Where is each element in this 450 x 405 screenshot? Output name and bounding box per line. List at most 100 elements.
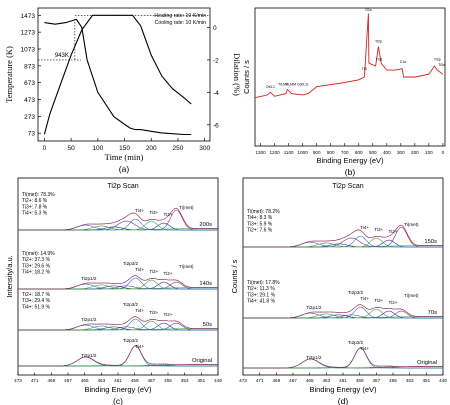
panel-c-label: (c) <box>113 396 123 405</box>
panel-c-spectrum-0-component-1 <box>18 222 218 231</box>
panel-b-label: (b) <box>345 167 356 177</box>
panel-d-spectrum-1-composition-0: Ti(met): 17.8% <box>247 280 280 286</box>
panel-a-ytick-label-left: 1273 <box>21 30 36 37</box>
panel-c-spectrum-3-peak-label-2: Ti4+ <box>135 344 144 349</box>
panel-d-spectrum-0-peak-label-3: Ti(met) <box>404 222 419 227</box>
panel-d-xtick-label: 465 <box>306 378 314 383</box>
panel-c-spectrum-2-composition-1: Ti3+: 29.4 % <box>22 298 51 304</box>
panel-a-ylabel-left: Temperature (K) <box>4 46 14 103</box>
panel-d-xtick-label: 469 <box>272 378 280 383</box>
panel-c-spectrum-2-peak-label-3: Ti3+ <box>149 310 158 315</box>
panel-a-ytick-label-left: 1073 <box>21 46 36 53</box>
panel-d-spectrum-0-composition-3: Ti2+: 7.6 % <box>247 228 273 234</box>
panel-d-title: Ti2p Scan <box>332 183 363 190</box>
panel-d-spectrum-2-component-3 <box>243 347 443 369</box>
panel-a-ytick-label-right: -6 <box>213 122 219 129</box>
panel-d-spectrum-1-label: 70s <box>428 310 437 316</box>
panel-c-spectrum-1-peak-label-5: Ti(met) <box>179 264 194 269</box>
panel-a-ytick-label-left: 673 <box>24 80 35 87</box>
panel-c-spectrum-3-label: Original <box>192 358 212 364</box>
panel-c-spectrum-2-envelope <box>18 316 219 331</box>
panel-c-spectrum-1-label: 140s <box>199 281 212 287</box>
panel-d-xtick-label: 459 <box>356 378 364 383</box>
panel-c-spectrum-2-composition-0: Ti2+: 18.7 % <box>22 292 51 298</box>
panel-c-spectrum-2-peak-label-2: Ti4+ <box>135 308 144 313</box>
panel-b-peak-label: C1s <box>400 60 407 64</box>
panel-c-spectrum-2-label: 50s <box>203 322 212 328</box>
panel-c-spectrum-1-composition-1: Ti2+: 37.3 % <box>22 257 51 263</box>
panel-a-xtick-label: 250 <box>173 145 184 152</box>
panel-b-xtick-label: 100 <box>425 150 433 155</box>
panel-d-spectrum-0-label: 150s <box>424 239 437 245</box>
panel-d-spectrum-1-peak-label-3: Ti3+ <box>374 298 383 303</box>
panel-d-spectrum-2-peak-label-0: Ti2p1/2 <box>306 355 322 360</box>
panel-b-xlabel: Binding Energy (eV) <box>316 156 384 165</box>
panel-c-spectrum-0-composition-3: Ti4+: 5.3 % <box>22 211 48 217</box>
panel-d-xtick-label: 463 <box>322 378 330 383</box>
panel-b-peak-label: TiLMM <box>285 82 296 86</box>
panel-d-spectrum-1-envelope <box>243 304 444 319</box>
panel-d-spectrum-2-peak-label-1: Ti2p3/2 <box>348 340 364 345</box>
panel-b-peak-label: OKL1 <box>266 85 275 89</box>
panel-a-frame <box>37 7 211 142</box>
panel-d-spectrum-1-peak-label-1: Ti2p3/2 <box>348 290 364 295</box>
panel-d-xlabel: Binding Energy (eV) <box>309 385 377 394</box>
panel-d-xtick-label: 453 <box>406 378 414 383</box>
panel-c-xtick-label: 451 <box>197 378 205 383</box>
panel-c-spectrum-2-composition-2: Ti4+: 51.9 % <box>22 304 51 310</box>
panel-a-xlabel: Time (min) <box>105 152 144 162</box>
panel-c-spectrum-1-composition-0: Ti(met): 14.9% <box>22 251 55 257</box>
panel-c-spectrum-3-envelope <box>18 345 219 367</box>
panel-b-xtick-label: 800 <box>327 150 335 155</box>
panel-c-spectrum-1-peak-label-3: Ti3+ <box>149 269 158 274</box>
panel-b-xtick-label: 1000 <box>298 150 309 155</box>
panel-c-xtick-label: 461 <box>114 378 122 383</box>
panel-d-xtick-label: 473 <box>239 378 247 383</box>
panel-d-frame <box>242 177 444 376</box>
panel-a-ytick-label-right: 0 <box>213 25 217 32</box>
panel-b-xtick-label: 400 <box>383 150 391 155</box>
panel-c-spectrum-0-composition-2: Ti3+: 7.8 % <box>22 204 48 210</box>
panel-a-xtick-label: 300 <box>199 145 210 152</box>
panel-b-frame <box>254 7 446 147</box>
panel-b-series-survey <box>254 13 444 99</box>
panel-b-xtick-label: 200 <box>411 150 419 155</box>
panel-a-ytick-label-right: -4 <box>213 90 219 97</box>
panel-a-ytick-label-right: -2 <box>213 57 219 64</box>
panel-c-xtick-label: 463 <box>97 378 105 383</box>
panel-d-spectrum-1-peak-label-2: Ti4+ <box>360 296 369 301</box>
panel-a-xtick-label: 100 <box>92 145 103 152</box>
panel-a-series-dilation <box>44 18 192 136</box>
panel-c-spectrum-0-peak-label-0: Ti4+ <box>135 208 144 213</box>
panel-c-spectrum-1-envelope <box>18 275 219 290</box>
panel-d-spectrum-1-component-0 <box>243 310 443 319</box>
panel-d-spectrum-2-envelope <box>243 347 444 369</box>
panel-d-spectrum-1-composition-3: Ti4+: 41.8 % <box>247 299 276 305</box>
panel-d-spectrum-2-data <box>243 347 444 369</box>
panel-c-spectrum-1-peak-label-1: Ti2p3/2 <box>123 261 139 266</box>
panel-b-xtick-label: 1200 <box>270 150 281 155</box>
panel-c-spectrum-0-label: 200s <box>199 222 212 228</box>
panel-b-xtick-label: 0 <box>442 150 445 155</box>
panel-c-title: Ti2p Scan <box>107 183 138 190</box>
panel-c-spectrum-0-data <box>18 207 219 231</box>
panel-a-annotation-heating: Heating rate: 10 K/min <box>154 13 206 19</box>
panel-b-peak-label: Ti2p <box>375 40 382 44</box>
panel-c-xtick-label: 457 <box>147 378 155 383</box>
panel-d-spectrum-1-peak-label-0: Ti2p1/2 <box>306 305 322 310</box>
panel-d-xtick-label: 455 <box>389 378 397 383</box>
panel-a-annotation-943K: 943K <box>55 53 69 59</box>
panel-c-xtick-label: 467 <box>64 378 72 383</box>
panel-c-spectrum-2-component-0 <box>18 322 218 331</box>
panel-c-spectrum-3-component-3 <box>18 345 218 367</box>
panel-a-ytick-label-left: 873 <box>24 63 35 70</box>
panel-c-spectrum-2-peak-label-1: Ti2p3/2 <box>123 302 139 307</box>
panel-c-xtick-label: 455 <box>164 378 172 383</box>
panel-b-xtick-label: 500 <box>369 150 377 155</box>
panel-d-spectrum-1-composition-2: Ti3+: 29.1 % <box>247 292 276 298</box>
panel-b-xtick-label: 1100 <box>284 150 294 155</box>
panel-d-xtick-label: 449 <box>439 378 447 383</box>
panel-c-spectrum-0-envelope <box>18 207 219 231</box>
panel-c-spectrum-1-composition-2: Ti3+: 29.6 % <box>22 263 51 269</box>
panel-c-xtick-label: 453 <box>181 378 189 383</box>
